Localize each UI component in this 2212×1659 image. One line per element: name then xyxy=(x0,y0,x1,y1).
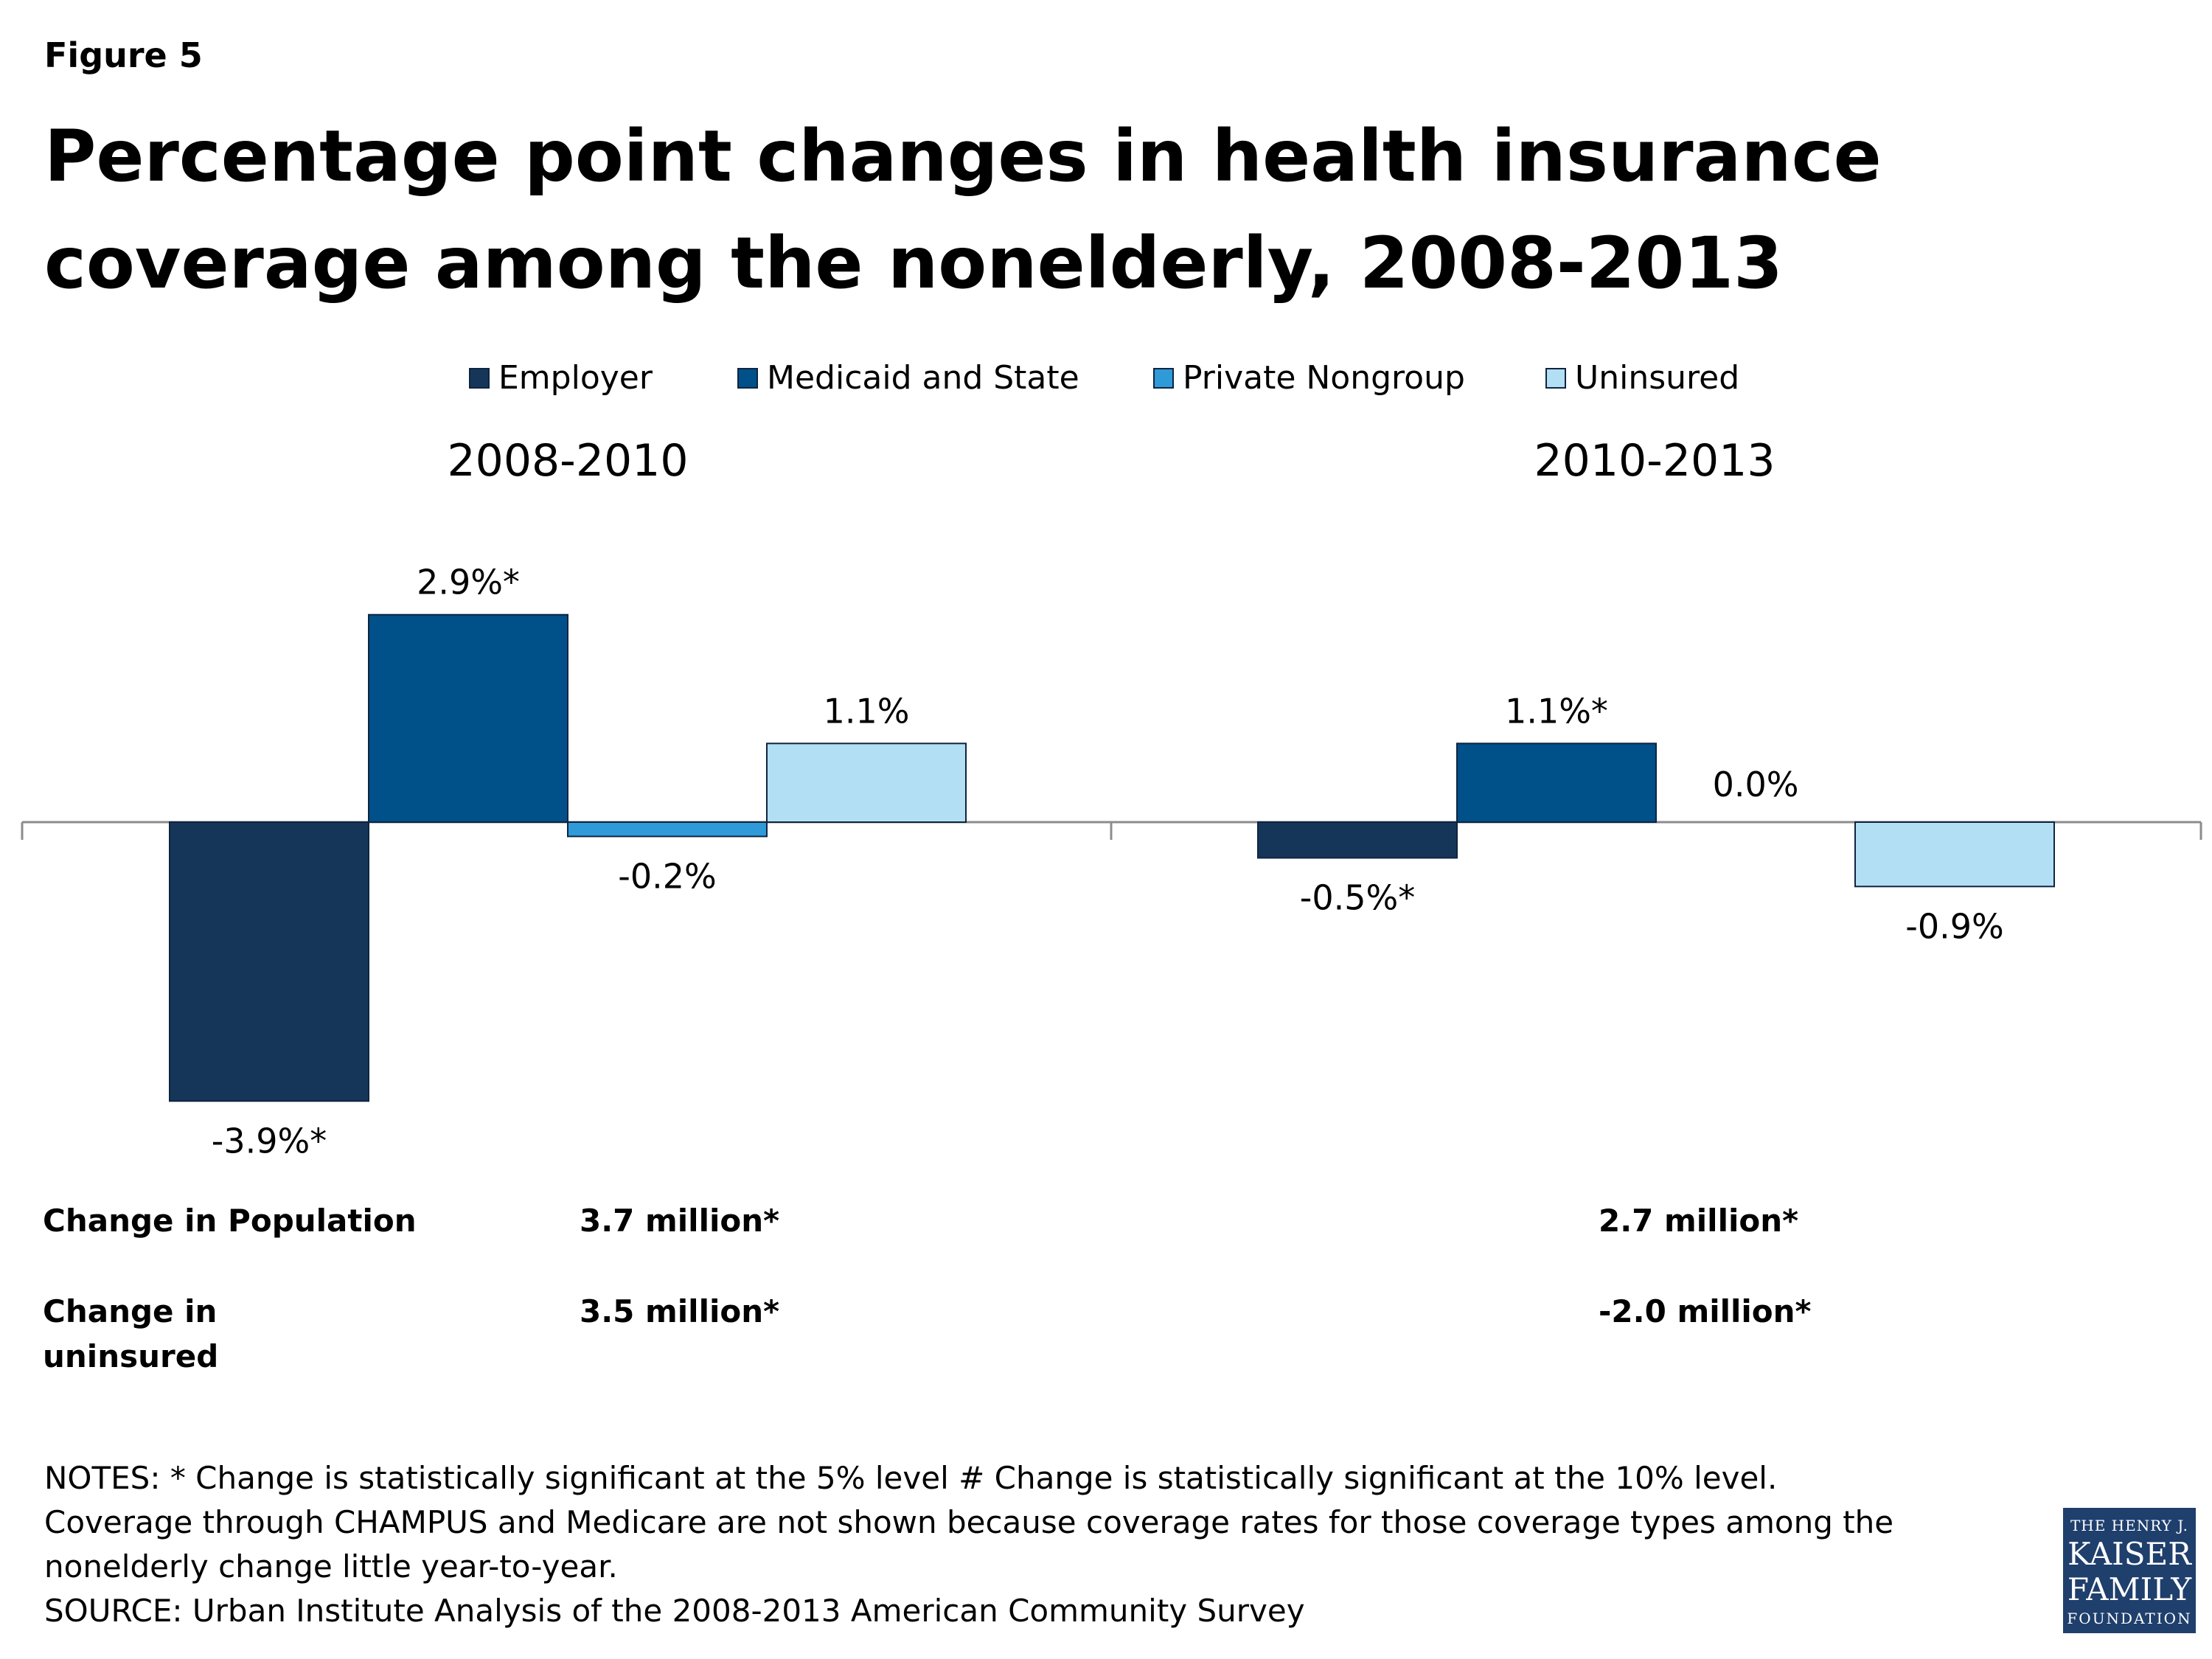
notes-source: SOURCE: Urban Institute Analysis of the … xyxy=(44,1593,1305,1629)
legend-item-private-nongroup: Private Nongroup xyxy=(1153,359,1465,397)
bar-private-nongroup-2008-2010 xyxy=(567,821,768,838)
chart-title: Percentage point changes in health insur… xyxy=(44,115,1882,305)
figure-label: Figure 5 xyxy=(44,35,203,75)
change-population-2010-2013: 2.7 million* xyxy=(1599,1203,1799,1239)
data-label-uninsured-2008-2010: 1.1% xyxy=(824,691,910,731)
bar-medicaid-2010-2013 xyxy=(1456,742,1657,823)
legend-swatch-employer xyxy=(469,367,490,389)
notes: NOTES: * Change is statistically signifi… xyxy=(44,1456,2035,1633)
change-population-label: Change in Population xyxy=(43,1203,417,1239)
bar-medicaid-2008-2010 xyxy=(368,613,568,823)
change-population-2008-2010: 3.7 million* xyxy=(580,1203,780,1239)
period-label-2008-2010: 2008-2010 xyxy=(447,435,689,487)
legend-swatch-private-nongroup xyxy=(1153,367,1174,389)
bar-uninsured-2008-2010 xyxy=(766,742,967,823)
legend-item-medicaid: Medicaid and State xyxy=(737,359,1079,397)
legend-swatch-medicaid xyxy=(737,367,758,389)
bar-employer-2010-2013 xyxy=(1257,821,1458,859)
data-label-employer-2008-2010: -3.9%* xyxy=(212,1121,327,1161)
legend-label-uninsured: Uninsured xyxy=(1575,359,1740,397)
legend-label-employer: Employer xyxy=(498,359,653,397)
legend-label-private-nongroup: Private Nongroup xyxy=(1183,359,1465,397)
legend-label-medicaid: Medicaid and State xyxy=(767,359,1079,397)
logo-family: FAMILY xyxy=(2067,1571,2192,1607)
logo-kaiser: KAISER xyxy=(2067,1536,2191,1572)
legend-item-employer: Employer xyxy=(469,359,653,397)
change-uninsured-2008-2010: 3.5 million* xyxy=(580,1293,780,1329)
legend-item-uninsured: Uninsured xyxy=(1545,359,1739,397)
data-label-private-nongroup-2010-2013: 0.0% xyxy=(1713,765,1799,804)
change-uninsured-label: Change in uninsured xyxy=(43,1293,219,1374)
logo-top-text: THE HENRY J. xyxy=(2070,1517,2189,1534)
logo-bottom-text: FOUNDATION xyxy=(2067,1610,2192,1627)
data-label-employer-2010-2013: -0.5%* xyxy=(1300,878,1415,918)
notes-line-2: Coverage through CHAMPUS and Medicare ar… xyxy=(44,1504,1894,1585)
data-label-uninsured-2010-2013: -0.9% xyxy=(1905,906,2003,946)
period-label-2010-2013: 2010-2013 xyxy=(1534,435,1775,487)
kaiser-family-foundation-logo: THE HENRY J. KAISER FAMILY FOUNDATION xyxy=(2063,1508,2196,1633)
notes-line-1: NOTES: * Change is statistically signifi… xyxy=(44,1460,1778,1496)
data-label-medicaid-2008-2010: 2.9%* xyxy=(417,563,520,602)
change-uninsured-2010-2013: -2.0 million* xyxy=(1599,1293,1812,1329)
bar-chart: -3.9%* -0.5%* 2.9%* 1.1%* -0.2% 0.0% 1.1% -0.9% xyxy=(21,563,2202,1161)
bar-uninsured-2010-2013 xyxy=(1854,821,2055,888)
bar-employer-2008-2010 xyxy=(169,821,369,1102)
data-label-medicaid-2010-2013: 1.1%* xyxy=(1505,691,1608,731)
legend: Employer Medicaid and State Private Nong… xyxy=(0,359,2212,403)
data-label-private-nongroup-2008-2010: -0.2% xyxy=(618,856,716,896)
legend-swatch-uninsured xyxy=(1545,367,1566,389)
